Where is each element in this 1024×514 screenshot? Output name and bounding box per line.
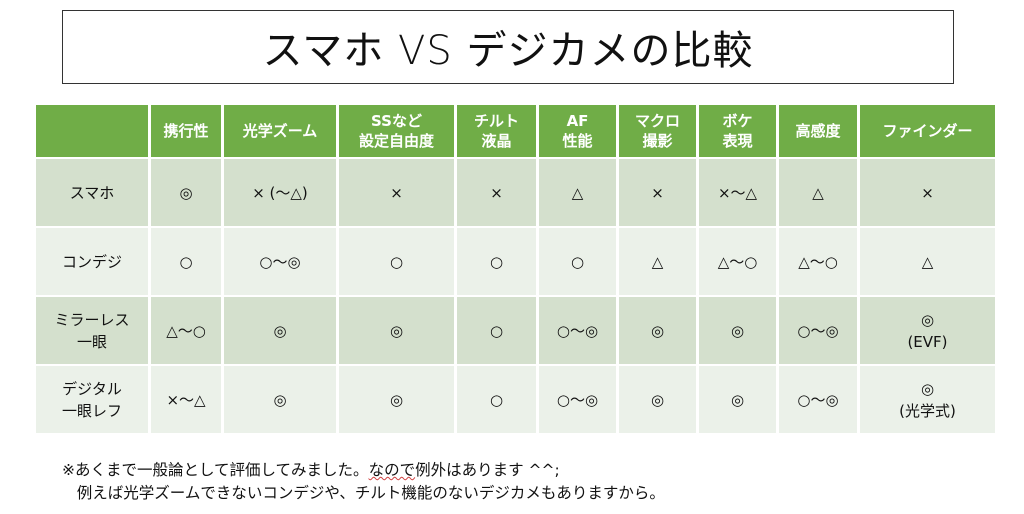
table-cell: × <box>619 159 696 226</box>
table-cell: △ <box>539 159 616 226</box>
table-cell: × <box>860 159 995 226</box>
row-label: ミラーレス 一眼 <box>36 297 148 364</box>
table-cell: ○ <box>151 228 221 295</box>
table-cell: ○〜◎ <box>539 297 616 364</box>
header-af-performance: AF 性能 <box>539 105 616 157</box>
table-cell: △〜○ <box>699 228 776 295</box>
header-viewfinder: ファインダー <box>860 105 995 157</box>
table-cell: ○〜◎ <box>779 297 857 364</box>
table-cell: ◎ <box>699 297 776 364</box>
header-bokeh: ボケ 表現 <box>699 105 776 157</box>
table-cell: ◎ <box>339 366 454 433</box>
header-macro: マクロ 撮影 <box>619 105 696 157</box>
footnote-line-2: 例えば光学ズームできないコンデジや、チルト機能のないデジカメもありますから。 <box>76 484 665 502</box>
header-tilt-lcd: チルト 液晶 <box>457 105 536 157</box>
table-cell: △〜○ <box>151 297 221 364</box>
table-cell: ◎ <box>699 366 776 433</box>
table-cell: ×〜△ <box>151 366 221 433</box>
row-label: デジタル 一眼レフ <box>36 366 148 433</box>
title-box: スマホ VS デジカメの比較 <box>62 10 954 84</box>
table-row: コンデジ ○ ○〜◎ ○ ○ ○ △ △〜○ △〜○ △ <box>36 228 995 295</box>
header-optical-zoom: 光学ズーム <box>224 105 336 157</box>
table-cell: ○〜◎ <box>224 228 336 295</box>
table-cell: × <box>457 159 536 226</box>
table-cell: △ <box>619 228 696 295</box>
footnote-line-1: ※あくまで一般論として評価してみました。なので例外はあります ^^; <box>62 461 560 479</box>
header-corner <box>36 105 148 157</box>
footnote: ※あくまで一般論として評価してみました。なので例外はあります ^^; 例えば光学… <box>62 459 665 505</box>
table-cell: ×〜△ <box>699 159 776 226</box>
table-cell: ○ <box>457 228 536 295</box>
table-row: デジタル 一眼レフ ×〜△ ◎ ◎ ○ ○〜◎ ◎ ◎ ○〜◎ ◎ (光学式) <box>36 366 995 433</box>
table-cell: ◎ (光学式) <box>860 366 995 433</box>
page-title: スマホ VS デジカメの比較 <box>262 28 754 74</box>
table-cell: △ <box>779 159 857 226</box>
table-cell: × <box>339 159 454 226</box>
table-cell: ◎ <box>151 159 221 226</box>
header-row: 携行性 光学ズーム SSなど 設定自由度 チルト 液晶 AF 性能 マクロ 撮影 ボケ表… <box>36 105 995 157</box>
row-label: コンデジ <box>36 228 148 295</box>
table-row: ミラーレス 一眼 △〜○ ◎ ◎ ○ ○〜◎ ◎ ◎ ○〜◎ ◎ (EVF) <box>36 297 995 364</box>
header-high-iso: 高感度 <box>779 105 857 157</box>
table-cell: ○〜◎ <box>779 366 857 433</box>
table-cell: △ <box>860 228 995 295</box>
table-cell: × (〜△) <box>224 159 336 226</box>
row-label: スマホ <box>36 159 148 226</box>
comparison-table: 携行性 光学ズーム SSなど 設定自由度 チルト 液晶 AF 性能 マクロ 撮影 ボケ表… <box>33 103 998 435</box>
table-cell: ◎ <box>339 297 454 364</box>
header-settings-freedom: SSなど 設定自由度 <box>339 105 454 157</box>
table-cell: ○ <box>457 297 536 364</box>
header-portability: 携行性 <box>151 105 221 157</box>
table-cell: ○ <box>457 366 536 433</box>
table-cell: ◎ <box>224 366 336 433</box>
table-cell: ◎ <box>619 366 696 433</box>
table-cell: ○〜◎ <box>539 366 616 433</box>
table-cell: ◎ <box>224 297 336 364</box>
table-cell: ◎ (EVF) <box>860 297 995 364</box>
table-cell: ○ <box>339 228 454 295</box>
table-cell: △〜○ <box>779 228 857 295</box>
table-cell: ◎ <box>619 297 696 364</box>
table-cell: ○ <box>539 228 616 295</box>
table-row: スマホ ◎ × (〜△) × × △ × ×〜△ △ × <box>36 159 995 226</box>
